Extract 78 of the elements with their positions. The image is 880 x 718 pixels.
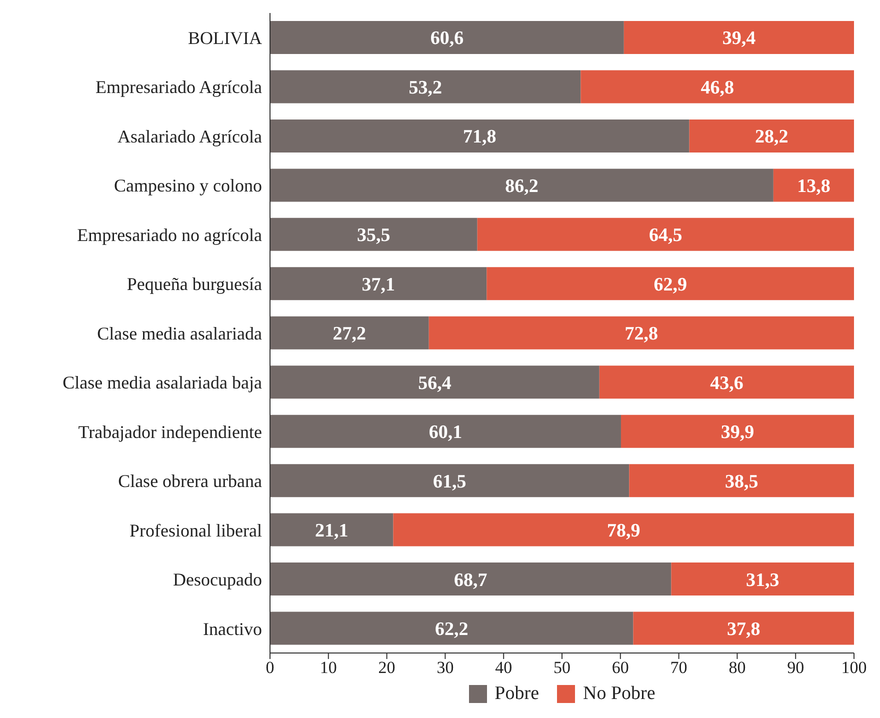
y-tick-label: Clase media asalariada baja xyxy=(62,372,262,393)
bar xyxy=(624,21,854,54)
data-label: 86,2 xyxy=(505,176,538,197)
x-tick-label: 40 xyxy=(495,658,512,678)
data-label: 62,2 xyxy=(435,619,468,640)
data-label: 27,2 xyxy=(332,324,366,345)
bar xyxy=(270,21,624,54)
bar xyxy=(689,119,854,152)
bar xyxy=(428,316,854,350)
data-label: 78,9 xyxy=(606,520,640,542)
data-label: 21,1 xyxy=(314,520,348,542)
bar xyxy=(580,70,854,104)
data-label: 68,7 xyxy=(454,570,488,591)
x-tick-label: 50 xyxy=(554,658,570,678)
data-label: 43,6 xyxy=(710,372,744,394)
bar xyxy=(270,562,672,596)
bar xyxy=(270,70,581,104)
data-label: 72,8 xyxy=(624,324,658,345)
data-label: 39,4 xyxy=(722,28,756,50)
data-label: 64,5 xyxy=(649,225,682,246)
data-label: 28,2 xyxy=(755,126,788,148)
bar xyxy=(270,464,630,498)
y-tick-label: Clase obrera urbana xyxy=(118,471,262,492)
data-label: 71,8 xyxy=(463,126,496,148)
legend-label: Pobre xyxy=(494,683,539,705)
bar xyxy=(270,513,394,546)
data-label: 31,3 xyxy=(746,570,780,591)
y-tick-label: Pequeña burguesía xyxy=(126,274,262,294)
x-tick-label: 60 xyxy=(612,658,629,678)
y-tick-label: Trabajador independiente xyxy=(78,422,262,442)
bar xyxy=(270,168,774,202)
y-tick-label: Profesional liberal xyxy=(130,520,262,540)
bar xyxy=(270,366,600,399)
y-tick-label: Asalariado Agrícola xyxy=(118,126,262,146)
data-label: 60,6 xyxy=(430,28,464,50)
bar xyxy=(477,218,854,251)
y-tick-label: Empresariado no agrícola xyxy=(77,224,262,245)
data-label: 38,5 xyxy=(724,471,758,492)
x-tick-label: 20 xyxy=(378,658,396,678)
y-tick-label: Clase media asalariada xyxy=(97,323,262,344)
legend-label: No Pobre xyxy=(583,683,656,705)
bar xyxy=(393,513,854,546)
data-label: 39,9 xyxy=(720,422,754,444)
data-label: 37,1 xyxy=(362,274,395,296)
x-tick-label: 90 xyxy=(787,658,804,678)
data-label: 46,8 xyxy=(700,77,734,98)
data-label: 62,9 xyxy=(654,274,687,296)
bar xyxy=(270,316,429,350)
y-tick-label: Campesino y colono xyxy=(114,176,262,196)
data-label: 53,2 xyxy=(408,77,442,98)
data-label: 37,8 xyxy=(727,619,760,640)
data-label: 56,4 xyxy=(418,372,452,394)
x-tick-label: 100 xyxy=(841,658,867,678)
data-label: 61,5 xyxy=(432,471,466,492)
bar xyxy=(270,119,690,152)
bar xyxy=(270,612,634,645)
x-tick-label: 70 xyxy=(670,658,688,678)
bar xyxy=(270,414,621,448)
data-label: 60,1 xyxy=(428,422,462,444)
data-label: 35,5 xyxy=(357,225,390,246)
bar xyxy=(599,366,854,399)
y-tick-label: Inactivo xyxy=(203,618,262,639)
y-tick-label: Empresariado Agrícola xyxy=(96,77,262,98)
bar xyxy=(773,168,854,202)
x-tick-label: 0 xyxy=(266,658,274,678)
bar xyxy=(671,562,854,596)
x-tick-label: 30 xyxy=(436,658,454,678)
x-tick-label: 80 xyxy=(728,658,746,678)
bar xyxy=(486,267,854,300)
y-tick-label: Desocupado xyxy=(173,570,262,590)
data-label: 13,8 xyxy=(797,176,830,197)
bar xyxy=(620,414,854,448)
y-tick-label: BOLIVIA xyxy=(188,28,262,48)
bar xyxy=(270,267,487,300)
bar xyxy=(270,218,478,251)
bar xyxy=(629,464,854,498)
x-tick-label: 10 xyxy=(320,658,337,678)
bar xyxy=(633,612,854,645)
